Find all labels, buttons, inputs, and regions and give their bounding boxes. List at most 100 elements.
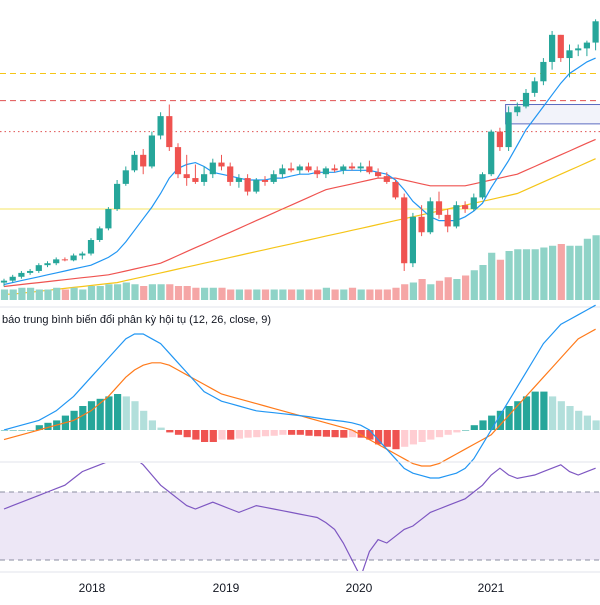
macd-histogram-bar	[114, 394, 122, 430]
macd-histogram-bar	[174, 430, 183, 435]
volume-bar	[314, 289, 322, 300]
macd-histogram-bar	[418, 430, 426, 442]
volume-bar	[53, 287, 61, 300]
macd-histogram-bar	[201, 430, 209, 442]
volume-bar	[322, 287, 330, 300]
volume-bar	[235, 289, 243, 300]
candle-body	[0, 280, 8, 283]
volume-bar	[35, 289, 43, 300]
macd-histogram-bar	[235, 430, 243, 439]
candle-body	[261, 180, 269, 182]
volume-bar	[0, 289, 9, 300]
volume-bar	[418, 279, 426, 300]
volume-bar	[227, 289, 235, 300]
macd-histogram-bar	[261, 430, 270, 437]
volume-bar	[166, 284, 174, 300]
candle-body	[44, 263, 51, 266]
candle-body	[18, 272, 25, 277]
volume-bar	[296, 289, 304, 300]
rsi-pane	[0, 463, 600, 571]
sma-slow-line	[4, 158, 596, 295]
candle-body	[470, 197, 477, 210]
volume-bar	[522, 249, 531, 300]
volume-bar	[70, 287, 78, 300]
macd-histogram-bar	[122, 396, 130, 430]
volume-bar	[96, 286, 104, 300]
volume-bar	[566, 245, 574, 300]
macd-histogram-bar	[557, 401, 565, 430]
macd-histogram-bar	[383, 430, 391, 447]
candle-body	[148, 135, 155, 167]
macd-histogram-bar	[488, 415, 496, 430]
volume-bar	[192, 287, 200, 300]
volume-bar	[270, 289, 278, 300]
volume-bar	[340, 289, 348, 300]
macd-histogram-bar	[218, 430, 226, 440]
volume-bar	[261, 289, 270, 300]
candle-body	[383, 176, 390, 182]
volume-bar	[209, 287, 217, 300]
macd-histogram-bar	[44, 422, 52, 430]
volume-bar	[592, 235, 600, 300]
candle-body	[157, 116, 164, 136]
candle-body	[496, 131, 503, 148]
macd-pane	[0, 304, 600, 479]
volume-bar	[383, 289, 391, 300]
volume-bar	[366, 289, 374, 300]
candle-body	[79, 253, 86, 256]
macd-histogram-bar	[409, 430, 417, 445]
candle-body	[392, 181, 399, 198]
volume-bar	[9, 289, 17, 300]
volume-bar	[253, 289, 261, 300]
volume-bar	[357, 289, 365, 300]
volume-bar	[488, 252, 496, 300]
candle-body	[96, 228, 103, 240]
candle-body	[540, 61, 547, 82]
volume-bar	[427, 284, 435, 300]
macd-histogram-bar	[531, 391, 539, 430]
volume-bar	[409, 282, 417, 300]
x-tick-label: 2019	[213, 581, 240, 595]
volume-bar	[18, 287, 26, 300]
candle-body	[331, 168, 338, 171]
macd-histogram-bar	[540, 391, 548, 430]
volume-bar	[444, 277, 452, 300]
candle-body	[114, 183, 121, 210]
candle-body	[444, 214, 451, 227]
macd-histogram-bar	[35, 425, 43, 430]
volume-bar	[27, 287, 35, 300]
rsi-line-group	[3, 463, 596, 571]
volume-bar	[201, 287, 209, 300]
macd-histogram-bar	[479, 420, 487, 430]
volume-bar	[114, 284, 122, 300]
candle-body	[105, 209, 112, 229]
sma-fast-line	[3, 57, 596, 286]
candle-body	[61, 259, 68, 261]
macd-histogram-bar	[209, 430, 217, 442]
volume-bar	[479, 265, 487, 300]
candle-body	[305, 166, 312, 171]
volume-bar	[401, 284, 409, 300]
macd-histogram-bar	[331, 430, 339, 438]
volume-bar	[331, 289, 339, 300]
volume-bar	[575, 245, 583, 300]
volume-bar	[496, 259, 504, 300]
volume-bar	[505, 251, 513, 300]
volume-bar	[557, 244, 565, 300]
candle-body	[348, 166, 356, 169]
volume-bar	[105, 284, 113, 300]
candle-body	[505, 112, 512, 148]
macd-histogram-bar	[18, 430, 26, 431]
candle-body	[566, 50, 573, 59]
macd-histogram-bar	[470, 425, 478, 430]
candle-body	[583, 42, 590, 49]
macd-histogram-bar	[496, 410, 504, 430]
macd-line	[3, 304, 596, 479]
candle-body	[279, 168, 286, 175]
candle-body	[522, 92, 530, 107]
price-pane	[0, 19, 600, 295]
volume-bar	[140, 286, 148, 300]
volume-bar	[514, 249, 522, 300]
